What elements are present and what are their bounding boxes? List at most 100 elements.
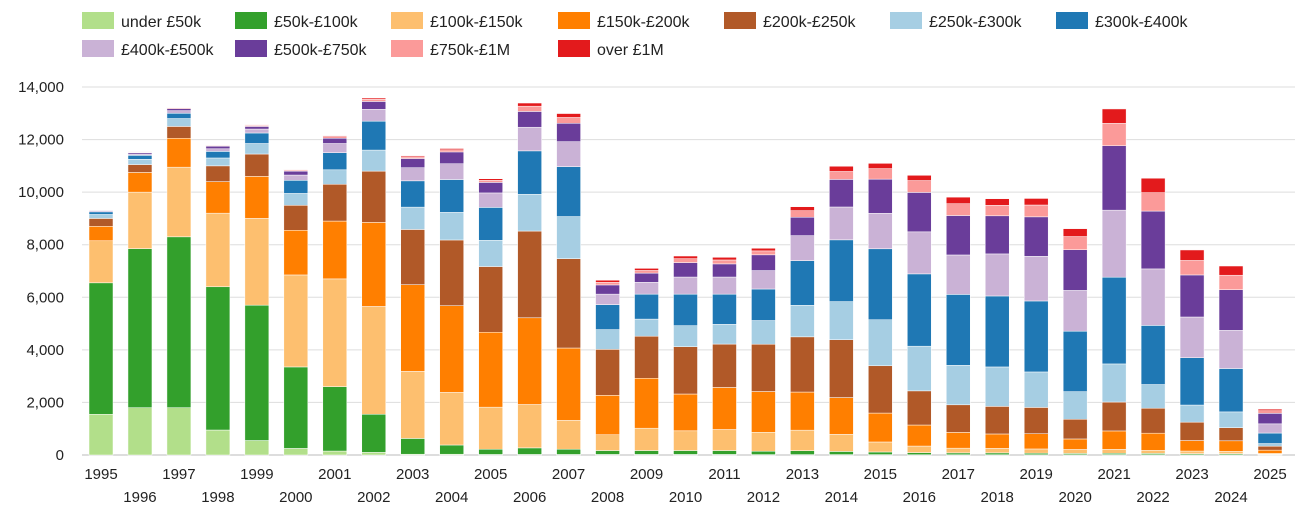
bar-segment: [166, 407, 192, 456]
bar-segment: [1218, 265, 1244, 276]
bar-segment: [673, 430, 698, 451]
bar-segment: [790, 206, 815, 211]
bar-segment: [751, 343, 776, 392]
bar-segment: [1101, 449, 1127, 454]
bar-segment: [1257, 413, 1283, 425]
bar-stack-2000: [283, 169, 309, 456]
bar-segment: [868, 178, 893, 214]
bar-segment: [127, 172, 153, 193]
bar-segment: [361, 452, 387, 456]
bars: [88, 97, 1283, 456]
x-tick-label: 2022: [1136, 489, 1169, 506]
x-tick-label: 2000: [279, 489, 312, 506]
x-tick-label: 2001: [318, 466, 351, 483]
bar-segment: [166, 118, 192, 127]
bar-segment: [127, 407, 153, 456]
legend-item: £200k-£250k: [724, 12, 857, 31]
bar-segment: [478, 448, 503, 455]
bar-segment: [1179, 260, 1205, 276]
bar-segment: [400, 284, 425, 372]
x-tick-label: 1997: [162, 466, 195, 483]
bar-segment: [712, 429, 737, 451]
x-tick-label: 2016: [903, 489, 936, 506]
bar-stack-2009: [634, 268, 659, 456]
bar-segment: [673, 262, 698, 278]
bar-segment: [946, 365, 971, 406]
bar-segment: [322, 143, 348, 153]
bar-segment: [439, 392, 464, 446]
bar-segment: [1179, 440, 1205, 452]
bar-segment: [907, 445, 932, 453]
bar-segment: [244, 128, 270, 134]
bar-segment: [478, 192, 503, 208]
bar-segment: [1023, 300, 1049, 373]
bar-segment: [439, 149, 464, 153]
bar-stack-2025: [1257, 408, 1283, 456]
bar-segment: [595, 284, 620, 295]
bar-segment: [1218, 440, 1244, 452]
bar-stack-1996: [127, 151, 153, 456]
bar-segment: [868, 168, 893, 180]
bar-stack-2004: [439, 148, 464, 456]
x-tick-label: 2018: [981, 489, 1014, 506]
bar-segment: [361, 109, 387, 122]
legend-label: £250k-£300k: [929, 14, 1023, 31]
bar-segment: [829, 166, 854, 172]
bar-segment: [283, 174, 309, 181]
bar-segment: [1257, 410, 1283, 414]
bar-segment: [1179, 450, 1205, 454]
bar-segment: [1179, 249, 1205, 261]
bar-segment: [907, 273, 932, 347]
bar-segment: [244, 126, 270, 130]
bar-segment: [478, 266, 503, 333]
bar-stack-1999: [244, 124, 270, 456]
bar-segment: [868, 365, 893, 414]
bar-segment: [595, 329, 620, 350]
bar-segment: [1062, 249, 1088, 291]
legend-swatch: [890, 12, 922, 29]
bar-stack-2017: [946, 196, 971, 456]
bar-segment: [205, 165, 231, 182]
legend-swatch: [558, 12, 590, 29]
legend: under £50k £50k-£100k £100k-£150k £150k-£20…: [82, 12, 1189, 59]
bar-segment: [984, 366, 1010, 407]
bar-segment: [1101, 108, 1127, 124]
legend-label: £150k-£200k: [597, 14, 691, 31]
bar-segment: [439, 151, 464, 165]
bar-segment: [712, 343, 737, 388]
legend-item: £750k-£1M: [391, 40, 510, 59]
bar-segment: [907, 345, 932, 392]
bar-segment: [478, 406, 503, 450]
bar-segment: [595, 304, 620, 330]
bar-segment: [1179, 357, 1205, 406]
bar-segment: [595, 279, 620, 283]
bar-segment: [205, 212, 231, 288]
bar-segment: [1140, 177, 1166, 193]
bar-segment: [205, 286, 231, 431]
bar-segment: [1062, 449, 1088, 454]
bar-segment: [907, 231, 932, 275]
bar-segment: [1140, 210, 1166, 270]
bar-segment: [244, 304, 270, 441]
bar-segment: [868, 163, 893, 169]
x-tick-label: 1996: [123, 489, 156, 506]
bar-segment: [556, 113, 581, 118]
bar-segment: [361, 414, 387, 453]
x-tick-label: 2005: [474, 466, 507, 483]
bar-segment: [556, 420, 581, 450]
legend-item: under £50k: [82, 12, 202, 31]
bar-stack-2002: [361, 97, 387, 456]
bar-segment: [1062, 391, 1088, 420]
bar-stack-2015: [868, 163, 893, 456]
bar-segment: [517, 194, 542, 232]
bar-segment: [283, 230, 309, 276]
bar-segment: [283, 448, 309, 456]
x-tick-label: 2004: [435, 489, 468, 506]
bar-segment: [946, 215, 971, 256]
bar-segment: [205, 144, 231, 146]
bar-segment: [166, 138, 192, 168]
bar-segment: [556, 448, 581, 455]
bar-segment: [478, 182, 503, 194]
bar-segment: [790, 235, 815, 261]
